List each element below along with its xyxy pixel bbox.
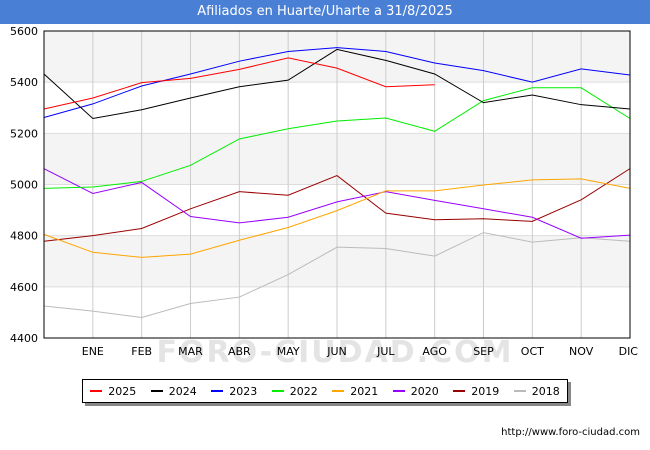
legend-swatch: [453, 390, 466, 392]
legend-swatch: [271, 390, 284, 392]
legend-label: 2023: [229, 384, 258, 398]
x-tick-label: MAR: [178, 345, 203, 358]
legend-item-2022: 2022: [271, 384, 318, 398]
legend-label: 2020: [410, 384, 439, 398]
legend-item-2024: 2024: [150, 384, 197, 398]
legend-item-2021: 2021: [332, 385, 378, 398]
watermark-text: FORO-CIUDAD.COM: [157, 335, 514, 370]
series-line-2022: [43, 87, 631, 189]
y-tick-label: 5000: [10, 179, 38, 192]
y-tick-label: 5400: [10, 76, 38, 89]
legend-swatch: [332, 390, 345, 392]
series-line-2020: [43, 168, 631, 239]
y-tick-label: 5200: [10, 127, 38, 140]
x-tick-label: NOV: [569, 345, 594, 358]
legend-item-2018: 2018: [513, 384, 560, 398]
legend-swatch: [513, 390, 526, 392]
legend-item-2023: 2023: [211, 385, 257, 398]
x-tick-label: SEP: [473, 345, 494, 358]
legend-label: 2021: [350, 384, 379, 398]
legend-swatch: [150, 390, 163, 392]
legend-label: 2019: [471, 384, 500, 398]
legend-swatch: [392, 390, 405, 392]
x-tick-label: OCT: [521, 345, 544, 358]
series-lines: [43, 47, 631, 319]
series-line-2018: [43, 232, 631, 319]
y-tick-label: 5600: [10, 25, 38, 38]
series-line-2023: [43, 47, 631, 118]
y-axis: 4400 4600 4800 5000 5200 5400 5600: [10, 25, 38, 345]
y-tick-label: 4800: [10, 230, 38, 243]
x-tick-label: FEB: [131, 345, 152, 358]
series-line-2019: [43, 168, 631, 242]
legend-item-2020: 2020: [392, 384, 439, 398]
legend-swatch: [90, 390, 103, 392]
x-tick-label: AGO: [422, 345, 447, 358]
x-tick-label: DIC: [619, 345, 639, 358]
legend-item-2025: 2025: [90, 385, 136, 398]
legend-label: 2025: [108, 384, 137, 398]
x-axis: ENE FEB MAR ABR MAY JUN JUL AGO SEP OCT NOV DIC: [82, 345, 639, 358]
legend-label: 2024: [168, 384, 197, 398]
legend-label: 2018: [531, 384, 560, 398]
legend: 2025 2024 2023 2022 2021 2020 2019 2018: [82, 379, 568, 403]
series-line-2025: [43, 57, 435, 110]
legend-label: 2022: [289, 384, 318, 398]
x-tick-label: ENE: [82, 345, 104, 358]
legend-swatch: [211, 390, 224, 392]
x-tick-label: JUL: [376, 345, 395, 358]
chart-title: Afiliados en Huarte/Uharte a 31/8/2025: [0, 0, 650, 24]
y-tick-label: 4400: [10, 332, 38, 345]
y-tick-label: 4600: [10, 281, 38, 294]
series-line-2021: [43, 178, 631, 258]
x-tick-label: JUN: [326, 345, 347, 358]
x-tick-label: ABR: [228, 345, 251, 358]
legend-item-2019: 2019: [453, 385, 499, 398]
plot-frame: [43, 30, 631, 339]
series-line-2024: [43, 48, 631, 120]
x-tick-label: MAY: [277, 345, 300, 358]
source-url: http://www.foro-ciudad.com: [501, 427, 640, 438]
